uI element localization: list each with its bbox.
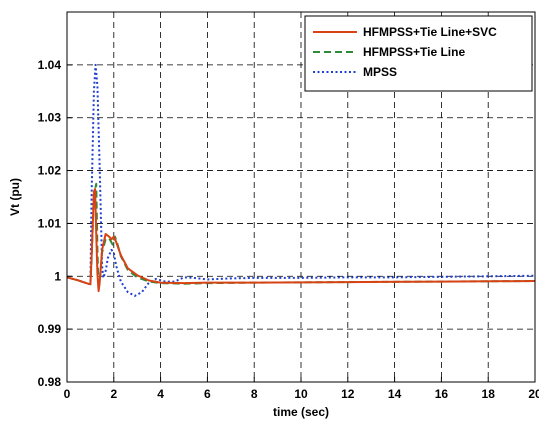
legend: HFMPSS+Tie Line+SVC HFMPSS+Tie Line MPSS	[304, 15, 533, 92]
x-tick-label: 4	[157, 387, 164, 401]
y-tick-label: 0.99	[38, 322, 62, 336]
x-tick-label: 6	[204, 387, 211, 401]
series-lines	[66, 63, 536, 297]
legend-box	[304, 15, 533, 92]
x-tick-label: 12	[341, 387, 355, 401]
x-axis-label: time (sec)	[273, 405, 329, 419]
x-tick-label: 2	[110, 387, 117, 401]
legend-label: HFMPSS+Tie Line+SVC	[363, 25, 497, 39]
x-tick-label: 20	[528, 387, 539, 401]
y-tick-label: 1.04	[38, 58, 62, 72]
y-axis-label: Vt (pu)	[8, 178, 22, 216]
x-tick-label: 16	[435, 387, 449, 401]
y-tick-label: 1.03	[38, 111, 62, 125]
x-tick-label: 18	[482, 387, 496, 401]
y-tick-label: 1.01	[38, 216, 62, 230]
x-tick-label: 8	[251, 387, 258, 401]
series-line	[66, 63, 536, 297]
x-tick-label: 14	[388, 387, 402, 401]
legend-label: MPSS	[363, 65, 397, 79]
y-tick-label: 0.98	[38, 375, 62, 389]
y-tick-label: 1	[54, 269, 61, 283]
y-tick-label: 1.02	[38, 164, 62, 178]
legend-label: HFMPSS+Tie Line	[363, 45, 465, 59]
series-line	[66, 188, 536, 293]
x-tick-label: 10	[294, 387, 308, 401]
x-tick-label: 0	[64, 387, 71, 401]
axis-ticks: 0 2 4 6 8 10 12 14 16 18 20 0.98 0.99 1 1.01 1.02 1.03 1.…	[38, 58, 539, 401]
